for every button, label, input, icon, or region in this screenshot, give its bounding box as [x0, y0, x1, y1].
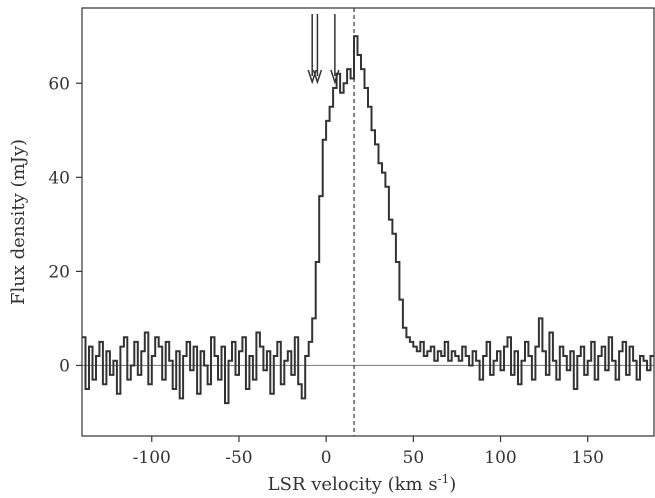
y-tick-label: 40	[48, 168, 70, 188]
x-axis-label-text: LSR velocity (km s	[268, 474, 438, 495]
x-tick-label: 0	[321, 448, 332, 468]
plot-frame	[81, 7, 655, 437]
y-tick-label: 60	[48, 74, 70, 94]
arrow-marker-1	[307, 14, 317, 85]
x-tick-label: -100	[133, 448, 171, 468]
y-axis-ticks: 0 20 40 60	[48, 74, 82, 376]
y-tick-label: 0	[59, 356, 70, 376]
x-axis-ticks: -100 -50 0 50 100 150	[133, 436, 604, 468]
arrow-marker-2	[312, 14, 323, 85]
x-tick-label: 100	[484, 448, 516, 468]
y-axis-label: Flux density (mJy)	[8, 139, 29, 305]
x-axis-label-superscript: -1	[438, 472, 450, 486]
x-axis-label: LSR velocity (km s-1)	[268, 472, 457, 495]
spectrum-step-line	[82, 35, 654, 405]
arrow-marker-3	[330, 14, 340, 85]
y-tick-label: 20	[48, 262, 70, 282]
x-tick-label: 50	[403, 448, 425, 468]
arrow-markers	[307, 14, 340, 85]
x-tick-label: 150	[572, 448, 604, 468]
x-tick-label: -50	[225, 448, 252, 468]
x-axis-label-suffix: )	[449, 474, 456, 495]
